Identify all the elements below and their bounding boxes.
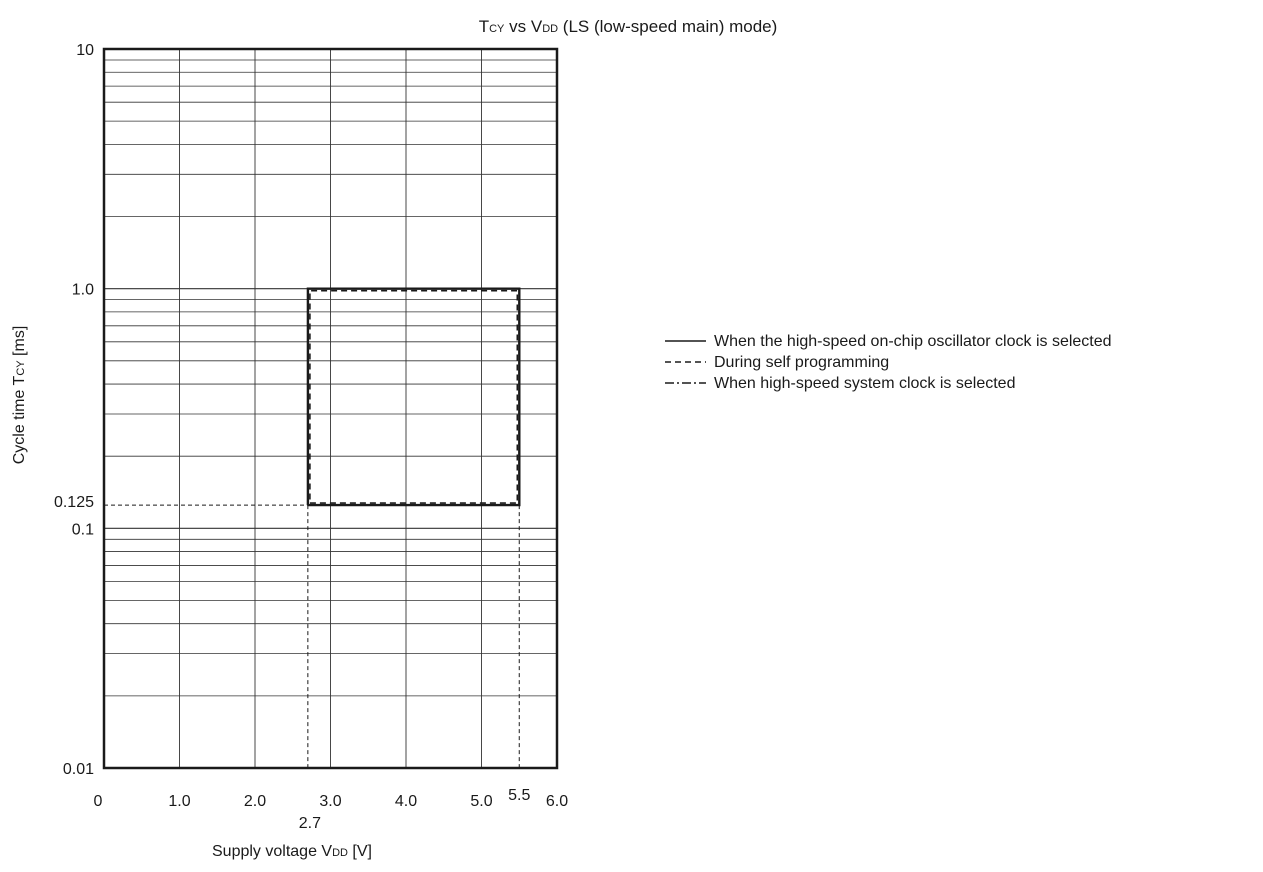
x-tick-label: 5.0: [470, 793, 492, 810]
chart-title: TCY vs VDD (LS (low-speed main) mode): [479, 17, 778, 36]
y-tick-label: 10: [76, 42, 94, 59]
y-tick-label: 1.0: [72, 282, 94, 299]
x-tick-label: 1.0: [168, 793, 190, 810]
x-axis-label: Supply voltage VDD [V]: [212, 843, 372, 860]
series-group: [306, 287, 521, 507]
grid-lines: [104, 49, 557, 768]
x-marker-label: 2.7: [299, 815, 321, 832]
x-marker-label: 5.5: [508, 787, 530, 804]
legend-label: When the high-speed on-chip oscillator c…: [714, 333, 1112, 350]
axes: [102, 47, 559, 770]
y-marker-label: 0.125: [54, 494, 94, 511]
marker-guides: [104, 504, 520, 770]
y-axis-label: Cycle time TCY [ms]: [11, 326, 28, 465]
x-tick-label: 2.0: [244, 793, 266, 810]
x-tick-label: 0: [94, 793, 103, 810]
x-tick-label: 4.0: [395, 793, 417, 810]
legend-label: When high-speed system clock is selected: [714, 375, 1015, 392]
tick-labels: 0 1.0 2.0 3.0 4.0 5.0 6.0 2.7 5.5 0.01 0.1 1.0 10 0.1…: [54, 42, 568, 832]
legend-label: During self programming: [714, 354, 889, 371]
plot-frame: [102, 47, 559, 770]
series-line-solid: [306, 287, 521, 507]
y-tick-label: 0.1: [72, 521, 94, 538]
legend: When the high-speed on-chip oscillator c…: [665, 333, 1112, 392]
series-line-dashed: [309, 289, 519, 504]
x-tick-label: 3.0: [319, 793, 341, 810]
series-line-dashdot: [307, 288, 520, 506]
y-tick-label: 0.01: [63, 761, 94, 778]
x-tick-label: 6.0: [546, 793, 568, 810]
